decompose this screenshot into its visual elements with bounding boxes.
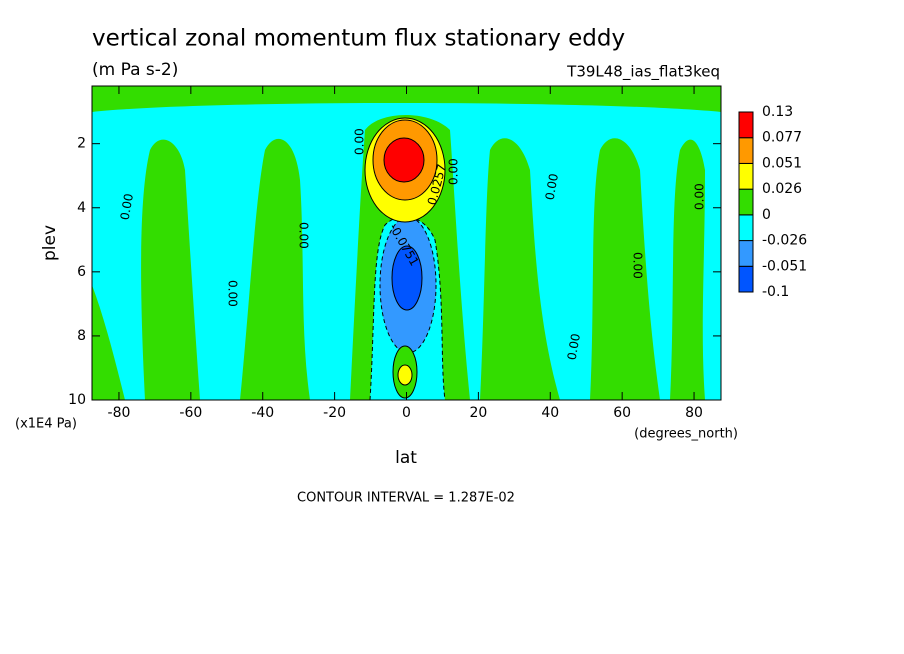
- colorbar-box: [738, 111, 754, 139]
- x-tick-label: 20: [469, 405, 487, 421]
- region: [240, 138, 310, 400]
- contour-label: 0.00: [447, 158, 461, 185]
- region: [391, 245, 423, 311]
- x-tick-label: 60: [613, 405, 631, 421]
- region: [141, 139, 200, 400]
- region: [670, 139, 705, 400]
- region: [590, 138, 660, 401]
- x-axis-label: lat: [395, 448, 417, 468]
- y-tick-label: 8: [77, 328, 86, 344]
- x-tick-label: -60: [179, 405, 202, 421]
- colorbar-box: [738, 188, 754, 216]
- colorbar-label: 0.077: [762, 130, 802, 146]
- x-tick-label: 80: [685, 405, 703, 421]
- colorbar-label: -0.051: [762, 258, 807, 274]
- colorbar-box: [738, 265, 754, 293]
- y-tick-label: 6: [77, 264, 86, 280]
- x-tick-label: 0: [402, 405, 411, 421]
- x-tick-label: 40: [541, 405, 559, 421]
- y-tick-label: 4: [77, 200, 86, 216]
- y-axis-label: plev: [40, 225, 60, 261]
- x-units: (degrees_north): [634, 427, 738, 442]
- contour-label: 0.00: [118, 192, 136, 221]
- contour-field: [92, 86, 721, 401]
- contour-label: 0.00: [353, 128, 367, 155]
- contour-label: 0.00: [297, 222, 311, 249]
- contour-label: 0.00: [543, 172, 561, 201]
- colorbar-label: 0.026: [762, 181, 802, 197]
- subtitle: (m Pa s-2): [92, 60, 178, 80]
- colorbar-box: [738, 240, 754, 267]
- y-tick-label: 2: [77, 136, 86, 152]
- colorbar-box: [738, 214, 754, 242]
- x-tick-label: -80: [108, 405, 131, 421]
- x-tick-label: -40: [251, 405, 274, 421]
- contour-label: 0.00: [631, 252, 645, 279]
- colorbar-label: 0: [762, 207, 771, 223]
- colorbar-label: -0.026: [762, 233, 807, 249]
- colorbar-label: 0.051: [762, 155, 802, 171]
- region: [480, 138, 560, 401]
- colorbar-box: [738, 137, 754, 164]
- y-tick-label: 10: [68, 392, 86, 408]
- contour-label: 0.00: [693, 183, 707, 210]
- y-units: (x1E4 Pa): [15, 417, 77, 432]
- chart-title: vertical zonal momentum flux stationary …: [92, 26, 625, 52]
- region: [383, 137, 425, 183]
- colorbar-box: [738, 162, 754, 190]
- footer: CONTOUR INTERVAL = 1.287E-02: [297, 491, 515, 506]
- region: [397, 364, 413, 386]
- dataset-label: T39L48_ias_flat3keq: [566, 63, 720, 82]
- colorbar-label: 0.13: [762, 104, 793, 120]
- colorbar-label: -0.1: [762, 284, 789, 300]
- region: [92, 285, 125, 400]
- contour-label: 0.00: [565, 332, 583, 361]
- contour-label: 0.00: [226, 280, 240, 307]
- x-tick-label: -20: [323, 405, 346, 421]
